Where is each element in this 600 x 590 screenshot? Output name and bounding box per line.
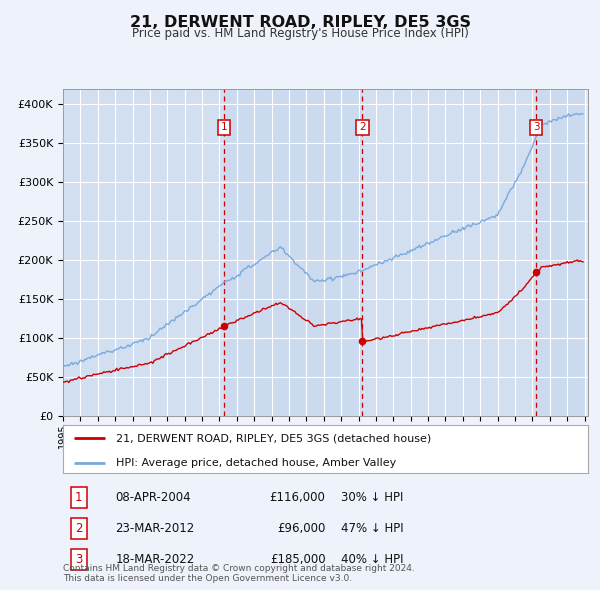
Text: 30% ↓ HPI: 30% ↓ HPI bbox=[341, 491, 404, 504]
Text: 3: 3 bbox=[75, 553, 82, 566]
Text: 08-APR-2004: 08-APR-2004 bbox=[115, 491, 191, 504]
Text: 3: 3 bbox=[533, 123, 539, 133]
Bar bbox=[362, 88, 536, 416]
Text: 1: 1 bbox=[75, 491, 83, 504]
Text: 2: 2 bbox=[359, 123, 365, 133]
Text: HPI: Average price, detached house, Amber Valley: HPI: Average price, detached house, Ambe… bbox=[115, 457, 396, 467]
Text: 47% ↓ HPI: 47% ↓ HPI bbox=[341, 522, 404, 535]
Text: £185,000: £185,000 bbox=[270, 553, 325, 566]
Text: 18-MAR-2022: 18-MAR-2022 bbox=[115, 553, 195, 566]
Text: 21, DERWENT ROAD, RIPLEY, DE5 3GS: 21, DERWENT ROAD, RIPLEY, DE5 3GS bbox=[130, 15, 470, 30]
Text: 40% ↓ HPI: 40% ↓ HPI bbox=[341, 553, 404, 566]
Text: £116,000: £116,000 bbox=[269, 491, 325, 504]
Text: 23-MAR-2012: 23-MAR-2012 bbox=[115, 522, 195, 535]
Bar bbox=[536, 88, 584, 416]
Text: 2: 2 bbox=[75, 522, 83, 535]
Text: £96,000: £96,000 bbox=[277, 522, 325, 535]
Text: 1: 1 bbox=[221, 123, 227, 133]
Bar bbox=[224, 88, 362, 416]
Text: 21, DERWENT ROAD, RIPLEY, DE5 3GS (detached house): 21, DERWENT ROAD, RIPLEY, DE5 3GS (detac… bbox=[115, 433, 431, 443]
Bar bbox=[224, 88, 362, 416]
Text: Price paid vs. HM Land Registry's House Price Index (HPI): Price paid vs. HM Land Registry's House … bbox=[131, 27, 469, 40]
Text: Contains HM Land Registry data © Crown copyright and database right 2024.
This d: Contains HM Land Registry data © Crown c… bbox=[63, 563, 415, 583]
Bar bbox=[63, 88, 224, 416]
Bar bbox=[536, 88, 584, 416]
